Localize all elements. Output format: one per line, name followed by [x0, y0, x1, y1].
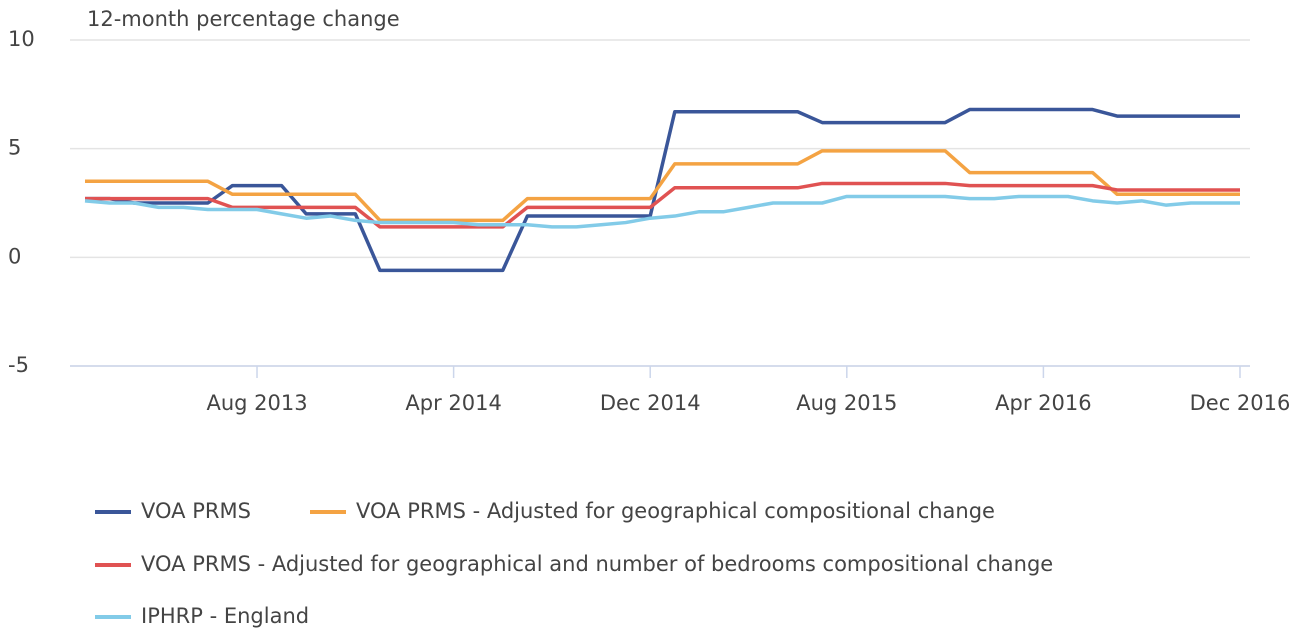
line-series	[85, 181, 1240, 229]
y-tick-label: 0	[8, 244, 21, 268]
legend-label: IPHRP - England	[141, 604, 309, 628]
legend-label: VOA PRMS	[141, 499, 251, 523]
legend-label: VOA PRMS - Adjusted for geographical com…	[356, 499, 995, 523]
line-series	[85, 107, 1240, 273]
y-tick-label: 5	[8, 136, 21, 160]
line-series	[85, 149, 1240, 223]
x-tick-label: Dec 2014	[600, 391, 701, 415]
x-tick-label: Dec 2016	[1190, 391, 1291, 415]
y-tick-label: -5	[8, 353, 29, 377]
x-tick-label: Aug 2013	[206, 391, 307, 415]
y-axis-label: 12-month percentage change	[87, 7, 400, 31]
legend-label: VOA PRMS - Adjusted for geographical and…	[141, 552, 1053, 576]
x-tick-label: Apr 2016	[995, 391, 1091, 415]
x-tick-label: Aug 2015	[796, 391, 897, 415]
line-series	[84, 194, 1240, 229]
x-tick-label: Apr 2014	[405, 391, 501, 415]
y-tick-label: 10	[8, 27, 35, 51]
